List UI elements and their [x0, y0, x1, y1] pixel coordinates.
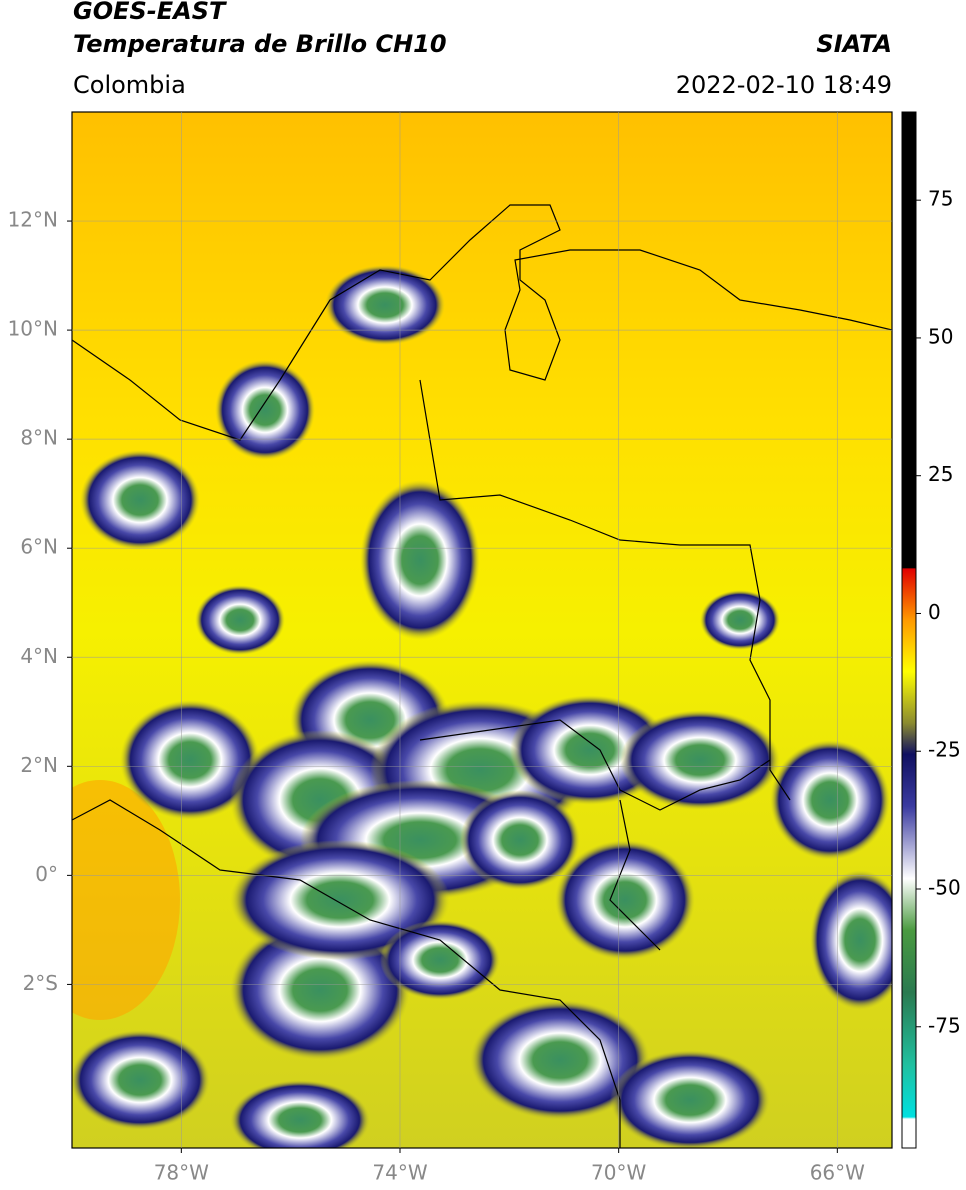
map-frame — [71, 111, 893, 1149]
colorbar-tick-label: 50 — [928, 324, 953, 348]
y-tick-label: 6°N — [20, 535, 58, 559]
title: GOES-EAST — [73, 0, 227, 25]
datetime: 2022-02-10 18:49 — [676, 71, 892, 99]
satellite-image — [72, 112, 892, 1148]
source: SIATA — [816, 30, 892, 58]
y-tick-label: 12°N — [8, 208, 58, 232]
y-tick-label: 8°N — [20, 426, 58, 450]
y-tick-label: 0° — [35, 862, 58, 886]
colorbar-tick-label: -25 — [928, 738, 961, 762]
y-tick-label: 2°S — [23, 971, 58, 995]
colorbar — [901, 111, 917, 1149]
y-tick-label: 2°N — [20, 753, 58, 777]
x-tick-label: 66°W — [810, 1161, 865, 1185]
y-tick-label: 4°N — [20, 644, 58, 668]
x-tick-label: 70°W — [591, 1161, 646, 1185]
colorbar-tick-label: -50 — [928, 876, 961, 900]
subtitle: Temperatura de Brillo CH10 — [73, 30, 447, 58]
colorbar-tick-label: -75 — [928, 1013, 961, 1037]
region: Colombia — [73, 71, 186, 99]
x-tick-label: 78°W — [154, 1161, 209, 1185]
colorbar-tick-label: 0 — [928, 600, 941, 624]
x-tick-label: 74°W — [372, 1161, 427, 1185]
y-tick-label: 10°N — [8, 317, 58, 341]
colorbar-tick-label: 75 — [928, 187, 953, 211]
colorbar-tick-label: 25 — [928, 462, 953, 486]
